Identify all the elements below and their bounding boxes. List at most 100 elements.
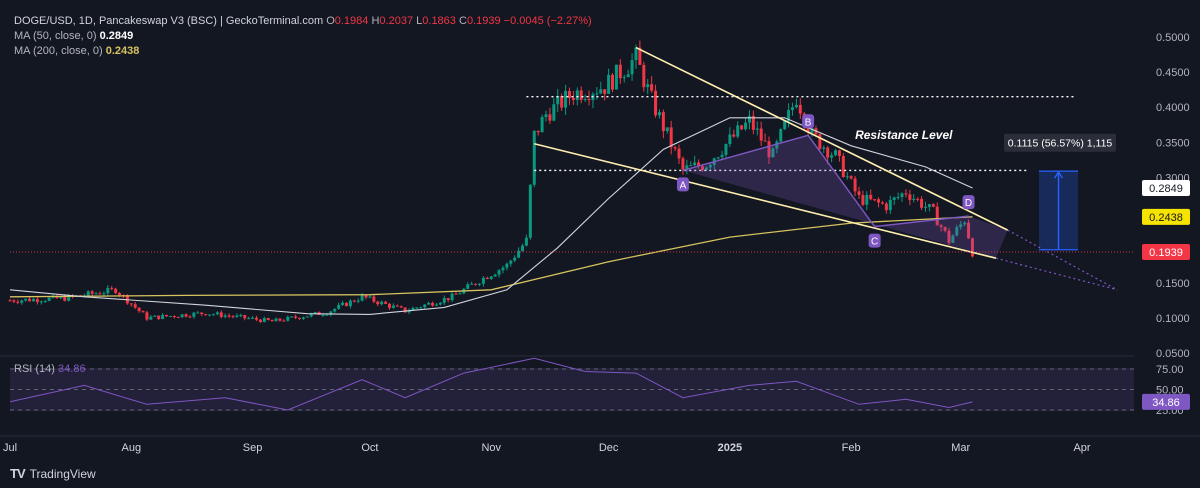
candle-body	[63, 296, 67, 301]
candle-body	[564, 90, 568, 108]
candle-body	[607, 74, 611, 94]
candle-body	[380, 301, 384, 305]
candle-body	[286, 316, 290, 321]
candle-body	[963, 222, 967, 225]
candle-body	[669, 127, 673, 148]
candle-body	[227, 315, 231, 317]
candle-body	[118, 293, 122, 296]
rsi-value: 34.86	[58, 363, 86, 375]
candle-body	[24, 298, 28, 301]
candle-body	[485, 277, 489, 279]
candle-body	[270, 320, 274, 322]
candle-body	[689, 165, 693, 167]
candle-body	[536, 130, 540, 133]
candle-body	[603, 89, 607, 94]
candle-body	[211, 314, 215, 316]
candle-body	[967, 222, 971, 239]
pattern-point-b	[802, 114, 815, 129]
candle-body	[176, 316, 180, 318]
projection-label: 0.1115 (56.57%) 1,115	[1008, 138, 1113, 150]
open-value: 0.1984	[334, 15, 369, 27]
candle-body	[583, 99, 587, 101]
symbol-pair[interactable]: DOGE/USD, 1D, Pancakeswap V3 (BSC) | Gec…	[14, 15, 324, 27]
time-tick-label: Mar	[951, 442, 970, 454]
candle-body	[611, 74, 615, 90]
candle-body	[517, 250, 521, 258]
candle-body	[951, 235, 955, 243]
candle-body	[939, 225, 943, 227]
candle-body	[180, 314, 184, 318]
candle-body	[865, 194, 869, 205]
wedge-projection-lower	[995, 257, 1118, 291]
candle-body	[153, 315, 157, 317]
candle-body	[700, 166, 704, 171]
candle-body	[532, 130, 536, 185]
candle-body	[35, 299, 39, 303]
candle-body	[880, 202, 884, 204]
wedge-lower-line	[534, 142, 997, 259]
price-tick-label: 0.1500	[1156, 278, 1190, 290]
candle-body	[771, 148, 775, 158]
candle-body	[767, 141, 771, 158]
candle-body	[266, 318, 270, 321]
candle-body	[251, 317, 255, 319]
candle-body	[31, 299, 35, 302]
candle-body	[724, 144, 728, 155]
pattern-fill	[682, 135, 1008, 259]
candle-body	[970, 238, 974, 257]
candle-body	[442, 298, 446, 303]
price-tick-label: 0.3500	[1156, 137, 1190, 149]
projection-label-bg	[1004, 133, 1116, 152]
tradingview-branding[interactable]: TV TradingView	[10, 466, 96, 481]
candle-body	[106, 287, 110, 294]
candle-body	[697, 162, 701, 167]
ma200-value: 0.2438	[105, 45, 140, 57]
candle-body	[599, 89, 603, 94]
time-tick-label: Feb	[842, 442, 861, 454]
candle-body	[278, 318, 282, 321]
candle-body	[552, 104, 556, 121]
candle-body	[372, 296, 376, 302]
candle-body	[399, 306, 403, 308]
candle-body	[446, 298, 450, 301]
candle-body	[657, 112, 661, 116]
candle-body	[861, 195, 865, 205]
low-label: L	[416, 15, 423, 27]
tradingview-text: TradingView	[29, 466, 96, 481]
candle-body	[415, 307, 419, 309]
candle-body	[681, 158, 685, 170]
candle-body	[434, 304, 438, 306]
candle-body	[235, 315, 239, 317]
candle-body	[411, 307, 415, 311]
candle-body	[86, 291, 90, 296]
candle-body	[477, 283, 481, 285]
symbol-legend: DOGE/USD, 1D, Pancakeswap V3 (BSC) | Gec…	[14, 15, 592, 28]
candle-body	[665, 127, 669, 132]
ma50-legend[interactable]: MA (50, close, 0) 0.2849	[14, 30, 133, 43]
candle-body	[630, 60, 634, 75]
ma200-legend[interactable]: MA (200, close, 0) 0.2438	[14, 45, 139, 58]
candle-body	[481, 277, 485, 284]
candle-body	[787, 110, 791, 122]
candle-body	[67, 295, 71, 301]
candle-body	[728, 134, 732, 145]
ma50-price-tag-bg	[1142, 180, 1190, 197]
candle-body	[501, 267, 505, 271]
candle-body	[732, 134, 736, 137]
candle-body	[845, 176, 849, 178]
candle-body	[931, 204, 935, 207]
rsi-legend[interactable]: RSI (14) 34.86	[14, 363, 86, 375]
candle-body	[204, 314, 208, 316]
time-tick-label: Apr	[1073, 442, 1090, 454]
candle-body	[888, 200, 892, 211]
ma50-line	[9, 117, 973, 315]
candle-body	[325, 314, 329, 316]
candle-body	[344, 302, 348, 307]
candle-body	[892, 197, 896, 201]
candle-body	[720, 154, 724, 158]
candle-body	[509, 260, 513, 264]
pattern-point-label: C	[871, 237, 878, 248]
candle-body	[877, 199, 881, 203]
candle-body	[368, 296, 372, 298]
